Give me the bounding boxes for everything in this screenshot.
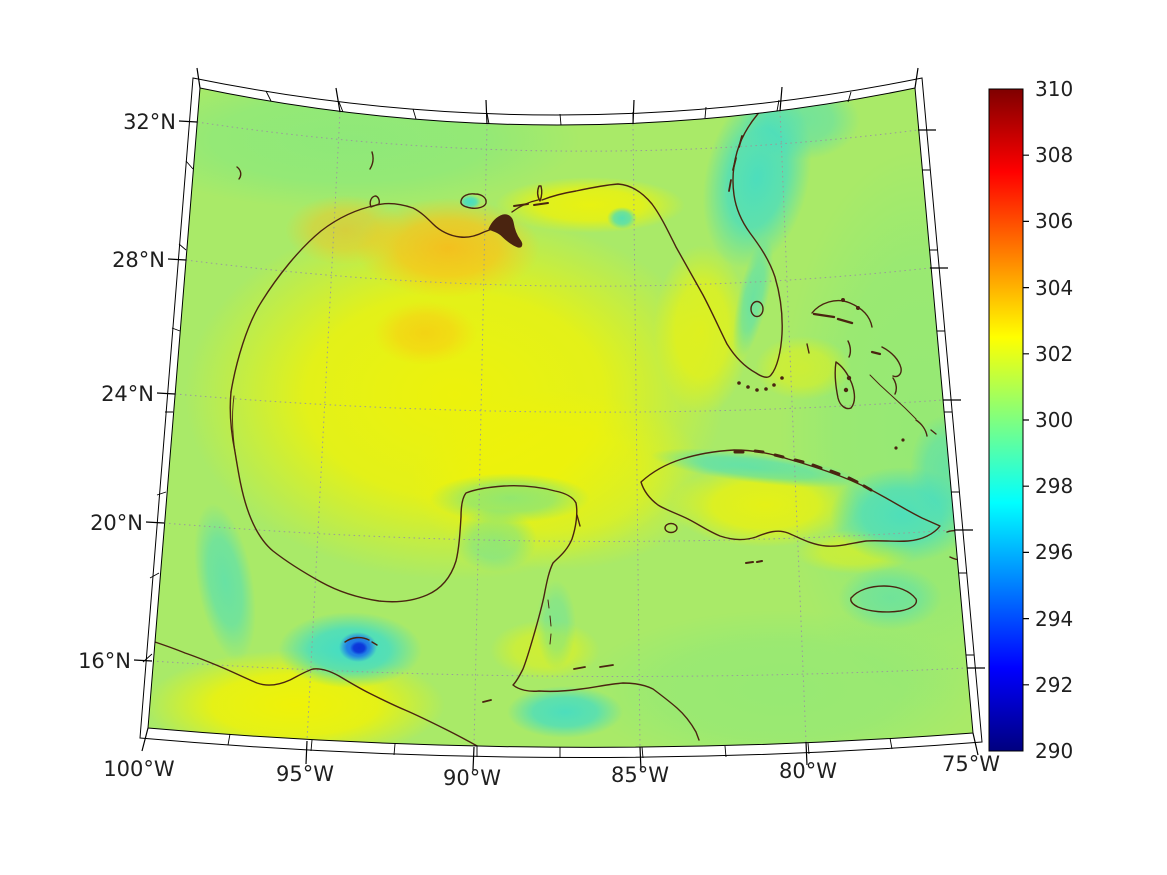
bay-islands (482, 664, 614, 703)
cbar-tick-label: 306 (1035, 209, 1073, 233)
cbar-tick-label: 290 (1035, 739, 1073, 763)
cayman-islands (745, 560, 763, 564)
cozumel (576, 514, 581, 527)
lon-tick-label: 85°W (611, 763, 669, 787)
lat-tick-label: 24°N (101, 382, 154, 406)
lon-tick-label: 100°W (103, 757, 175, 781)
florida-keys (737, 376, 784, 392)
laguna-madre (232, 395, 238, 465)
barrier-islands-ms (513, 202, 549, 207)
colorbar-ticks (1023, 154, 1029, 686)
mississippi-delta (488, 214, 523, 248)
lon-tick-label: 80°W (779, 759, 837, 783)
cbar-tick-label: 292 (1035, 673, 1073, 697)
temperature-field (148, 88, 973, 748)
frame-inner (147, 87, 974, 748)
cbar-tick-label: 296 (1035, 540, 1073, 564)
tehuantepec-lagoons (344, 636, 378, 646)
frame-outer (139, 77, 983, 759)
coast-pacific-mexico (148, 639, 480, 748)
cbar-tick-label: 294 (1035, 607, 1073, 631)
lat-tick-label: 20°N (90, 511, 143, 535)
map-frame (133, 67, 985, 771)
coast-us-gulf-florida (230, 202, 493, 393)
colorbar-gradient (988, 88, 1024, 752)
lon-tick-label: 75°W (942, 752, 1000, 776)
cbar-tick-label: 302 (1035, 342, 1073, 366)
galveston-bay (369, 195, 380, 208)
cbar-tick-label: 308 (1035, 143, 1073, 167)
coastlines (148, 90, 972, 748)
lat-tick-label: 16°N (78, 649, 131, 673)
jamaica (850, 585, 918, 613)
colorbar: 310 308 306 304 302 300 298 296 294 292 … (988, 77, 1073, 763)
lat-tick-label: 32°N (123, 110, 176, 134)
texas-lakes (236, 151, 374, 180)
lake-okeechobee (750, 300, 764, 318)
latitude-labels: 32°N 28°N 24°N 20°N 16°N (78, 110, 176, 673)
cbar-tick-label: 298 (1035, 474, 1073, 498)
cbar-tick-label: 310 (1035, 77, 1073, 101)
graticule-ticks (133, 67, 985, 771)
lon-tick-label: 90°W (443, 766, 501, 790)
belize-cays (547, 599, 552, 645)
lake-pontchartrain (460, 193, 487, 209)
bahamas (806, 298, 937, 450)
isla-juventud (664, 522, 678, 534)
coast-mexico-yucatan (229, 391, 700, 741)
graticule (151, 110, 967, 748)
cbar-tick-label: 300 (1035, 408, 1073, 432)
mobile-bay (536, 185, 543, 202)
cuba-keys (733, 449, 873, 492)
longitude-labels: 100°W 95°W 90°W 85°W 80°W 75°W (103, 752, 1000, 790)
lon-tick-label: 95°W (276, 762, 334, 786)
frame-dividers (142, 90, 974, 759)
colorbar-tick-labels: 310 308 306 304 302 300 298 296 294 292 … (1035, 77, 1073, 763)
cbar-tick-label: 304 (1035, 276, 1073, 300)
lat-tick-label: 28°N (112, 248, 165, 272)
georgia-barrier-islands (728, 135, 743, 192)
